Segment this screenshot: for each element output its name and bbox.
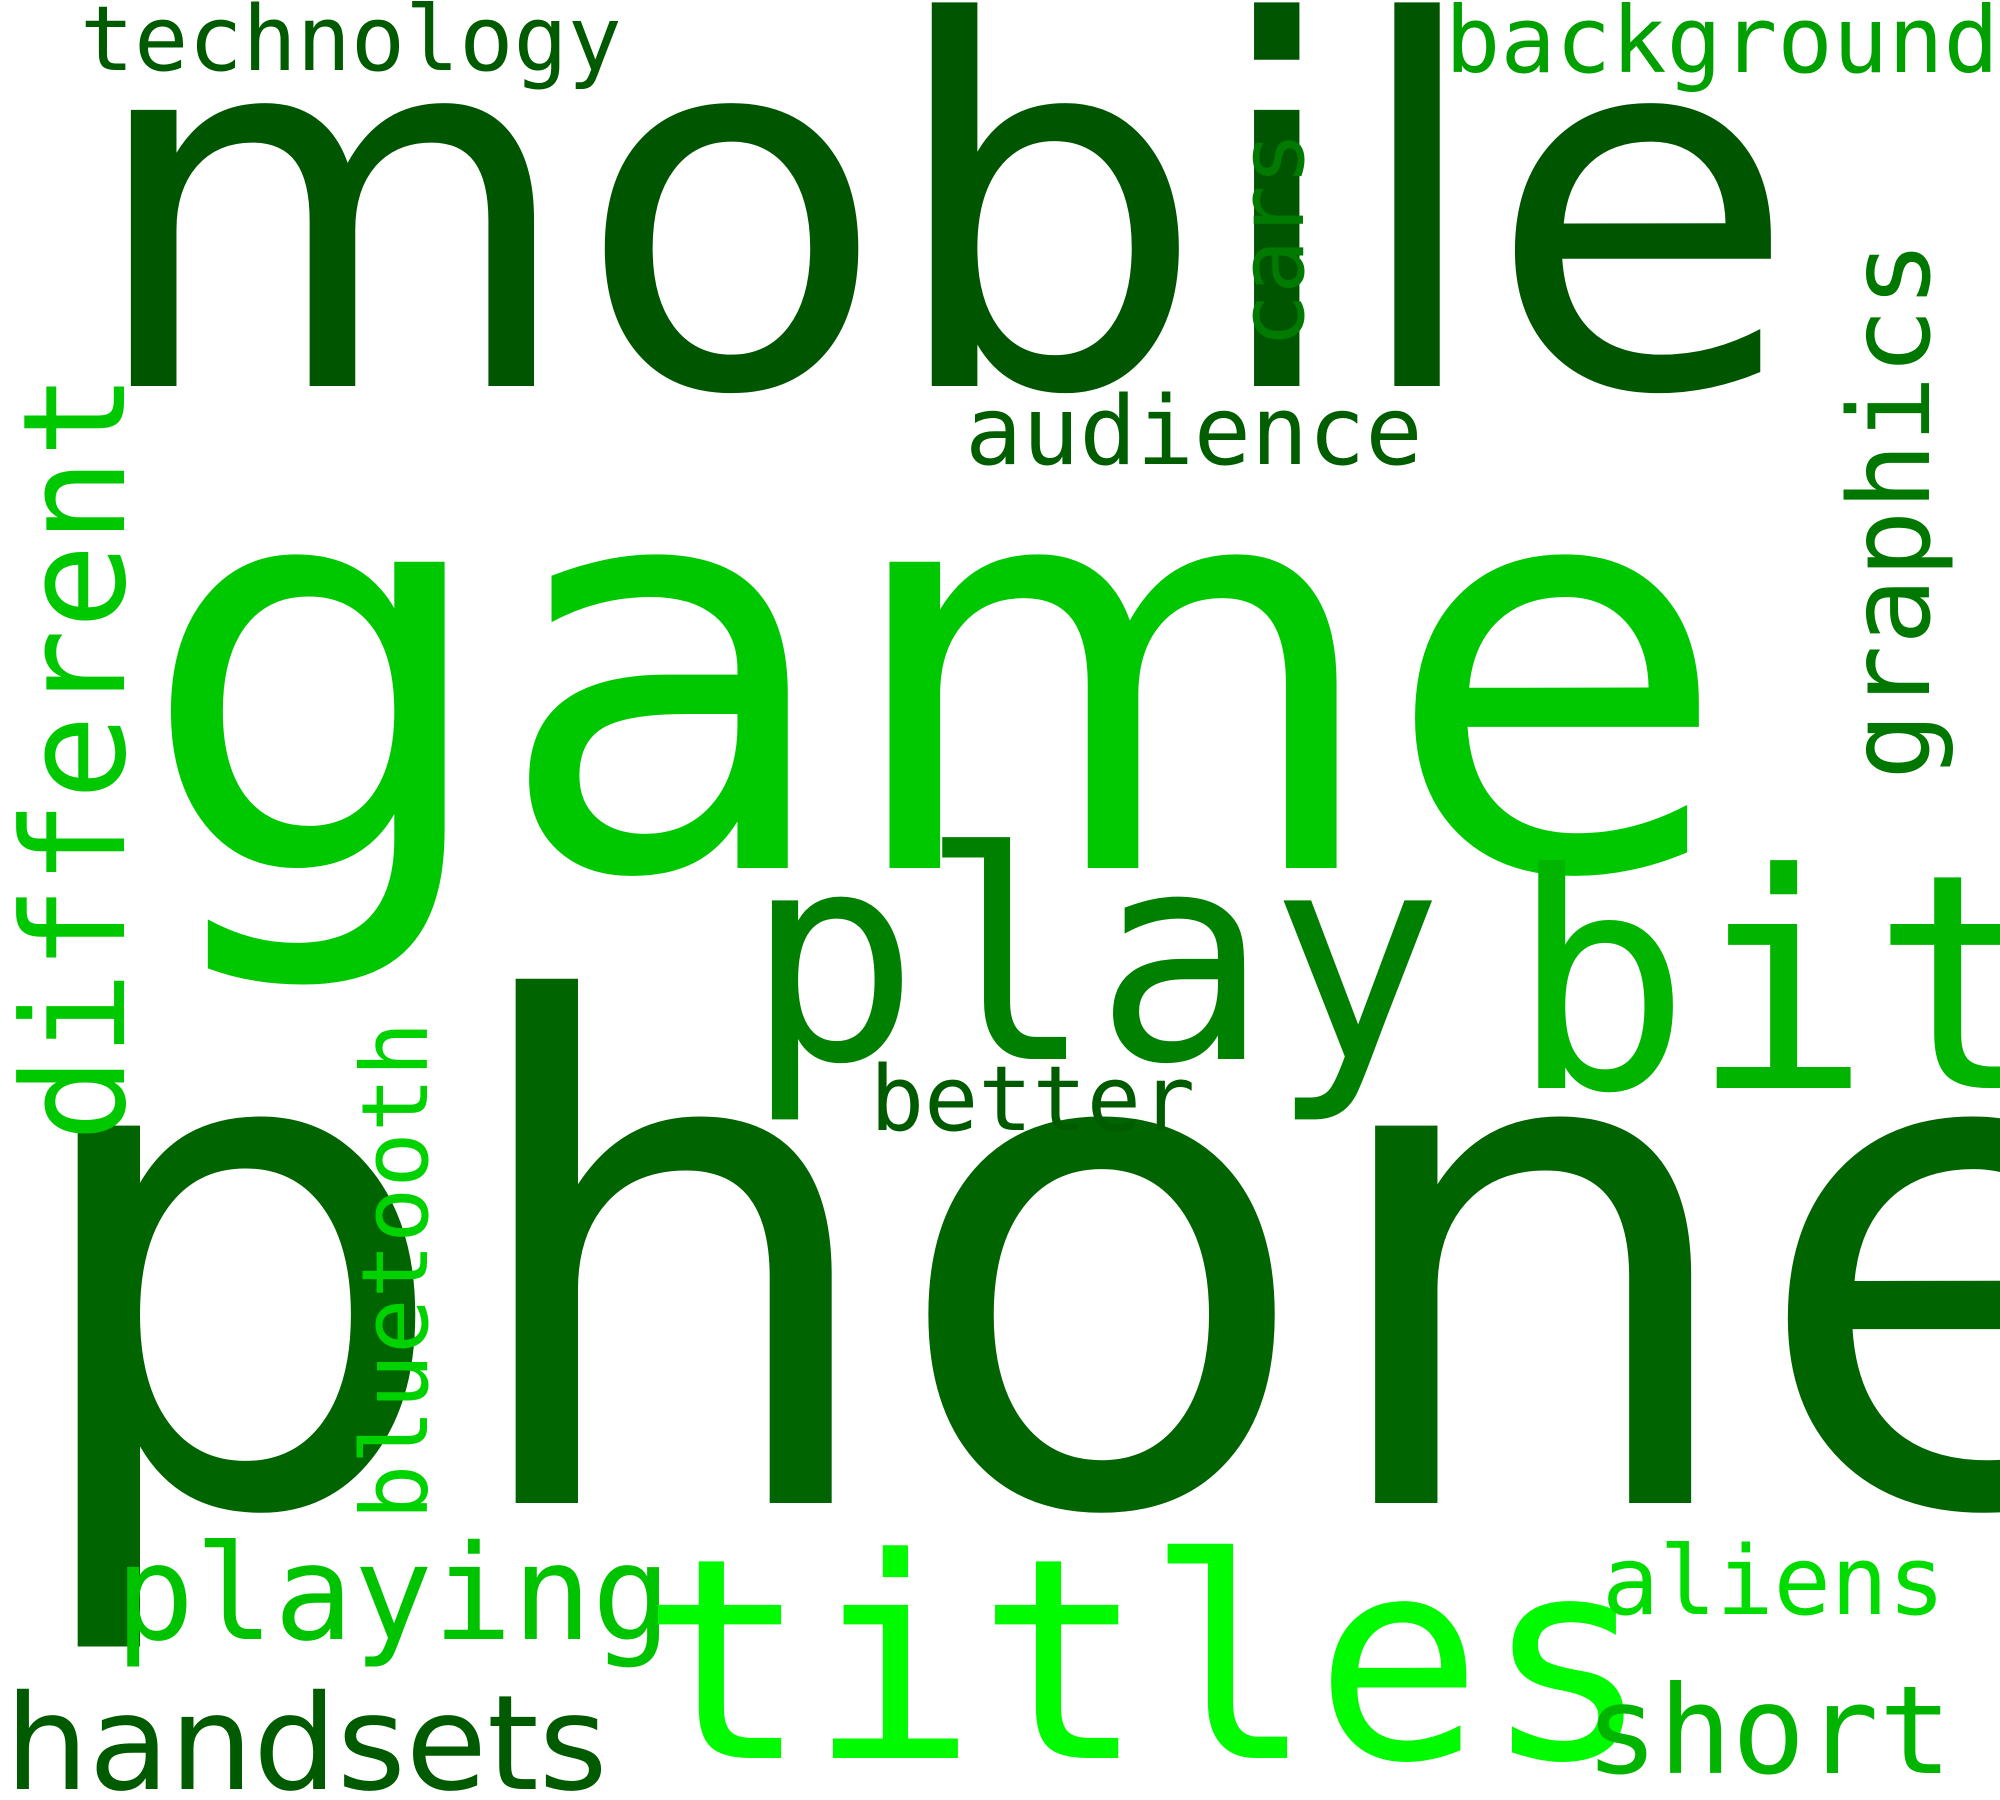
word-handsets: handsets — [5, 1667, 608, 1800]
word-background: background — [1445, 0, 1999, 94]
word-graphics: graphics — [1826, 240, 1956, 780]
word-bit: bit — [1510, 810, 2000, 1159]
word-playing: playing — [115, 1517, 672, 1671]
word-cars: cars — [1220, 131, 1325, 348]
word-bluetooth: bluetooth — [342, 1021, 449, 1521]
word-different: different — [0, 372, 158, 1142]
word-game: game — [140, 349, 1729, 1001]
word-better: better — [870, 1047, 1196, 1152]
word-short: short — [1585, 1660, 1953, 1800]
word-aliens: aliens — [1602, 1527, 1946, 1637]
word-phone: phone — [15, 863, 2000, 1666]
word-mobile: mobile — [85, 0, 1798, 506]
word-audience: audience — [965, 377, 1423, 487]
word-play: play — [745, 791, 1444, 1128]
word-titles: titles — [640, 1499, 1652, 1800]
word-technology: technology — [80, 0, 622, 92]
